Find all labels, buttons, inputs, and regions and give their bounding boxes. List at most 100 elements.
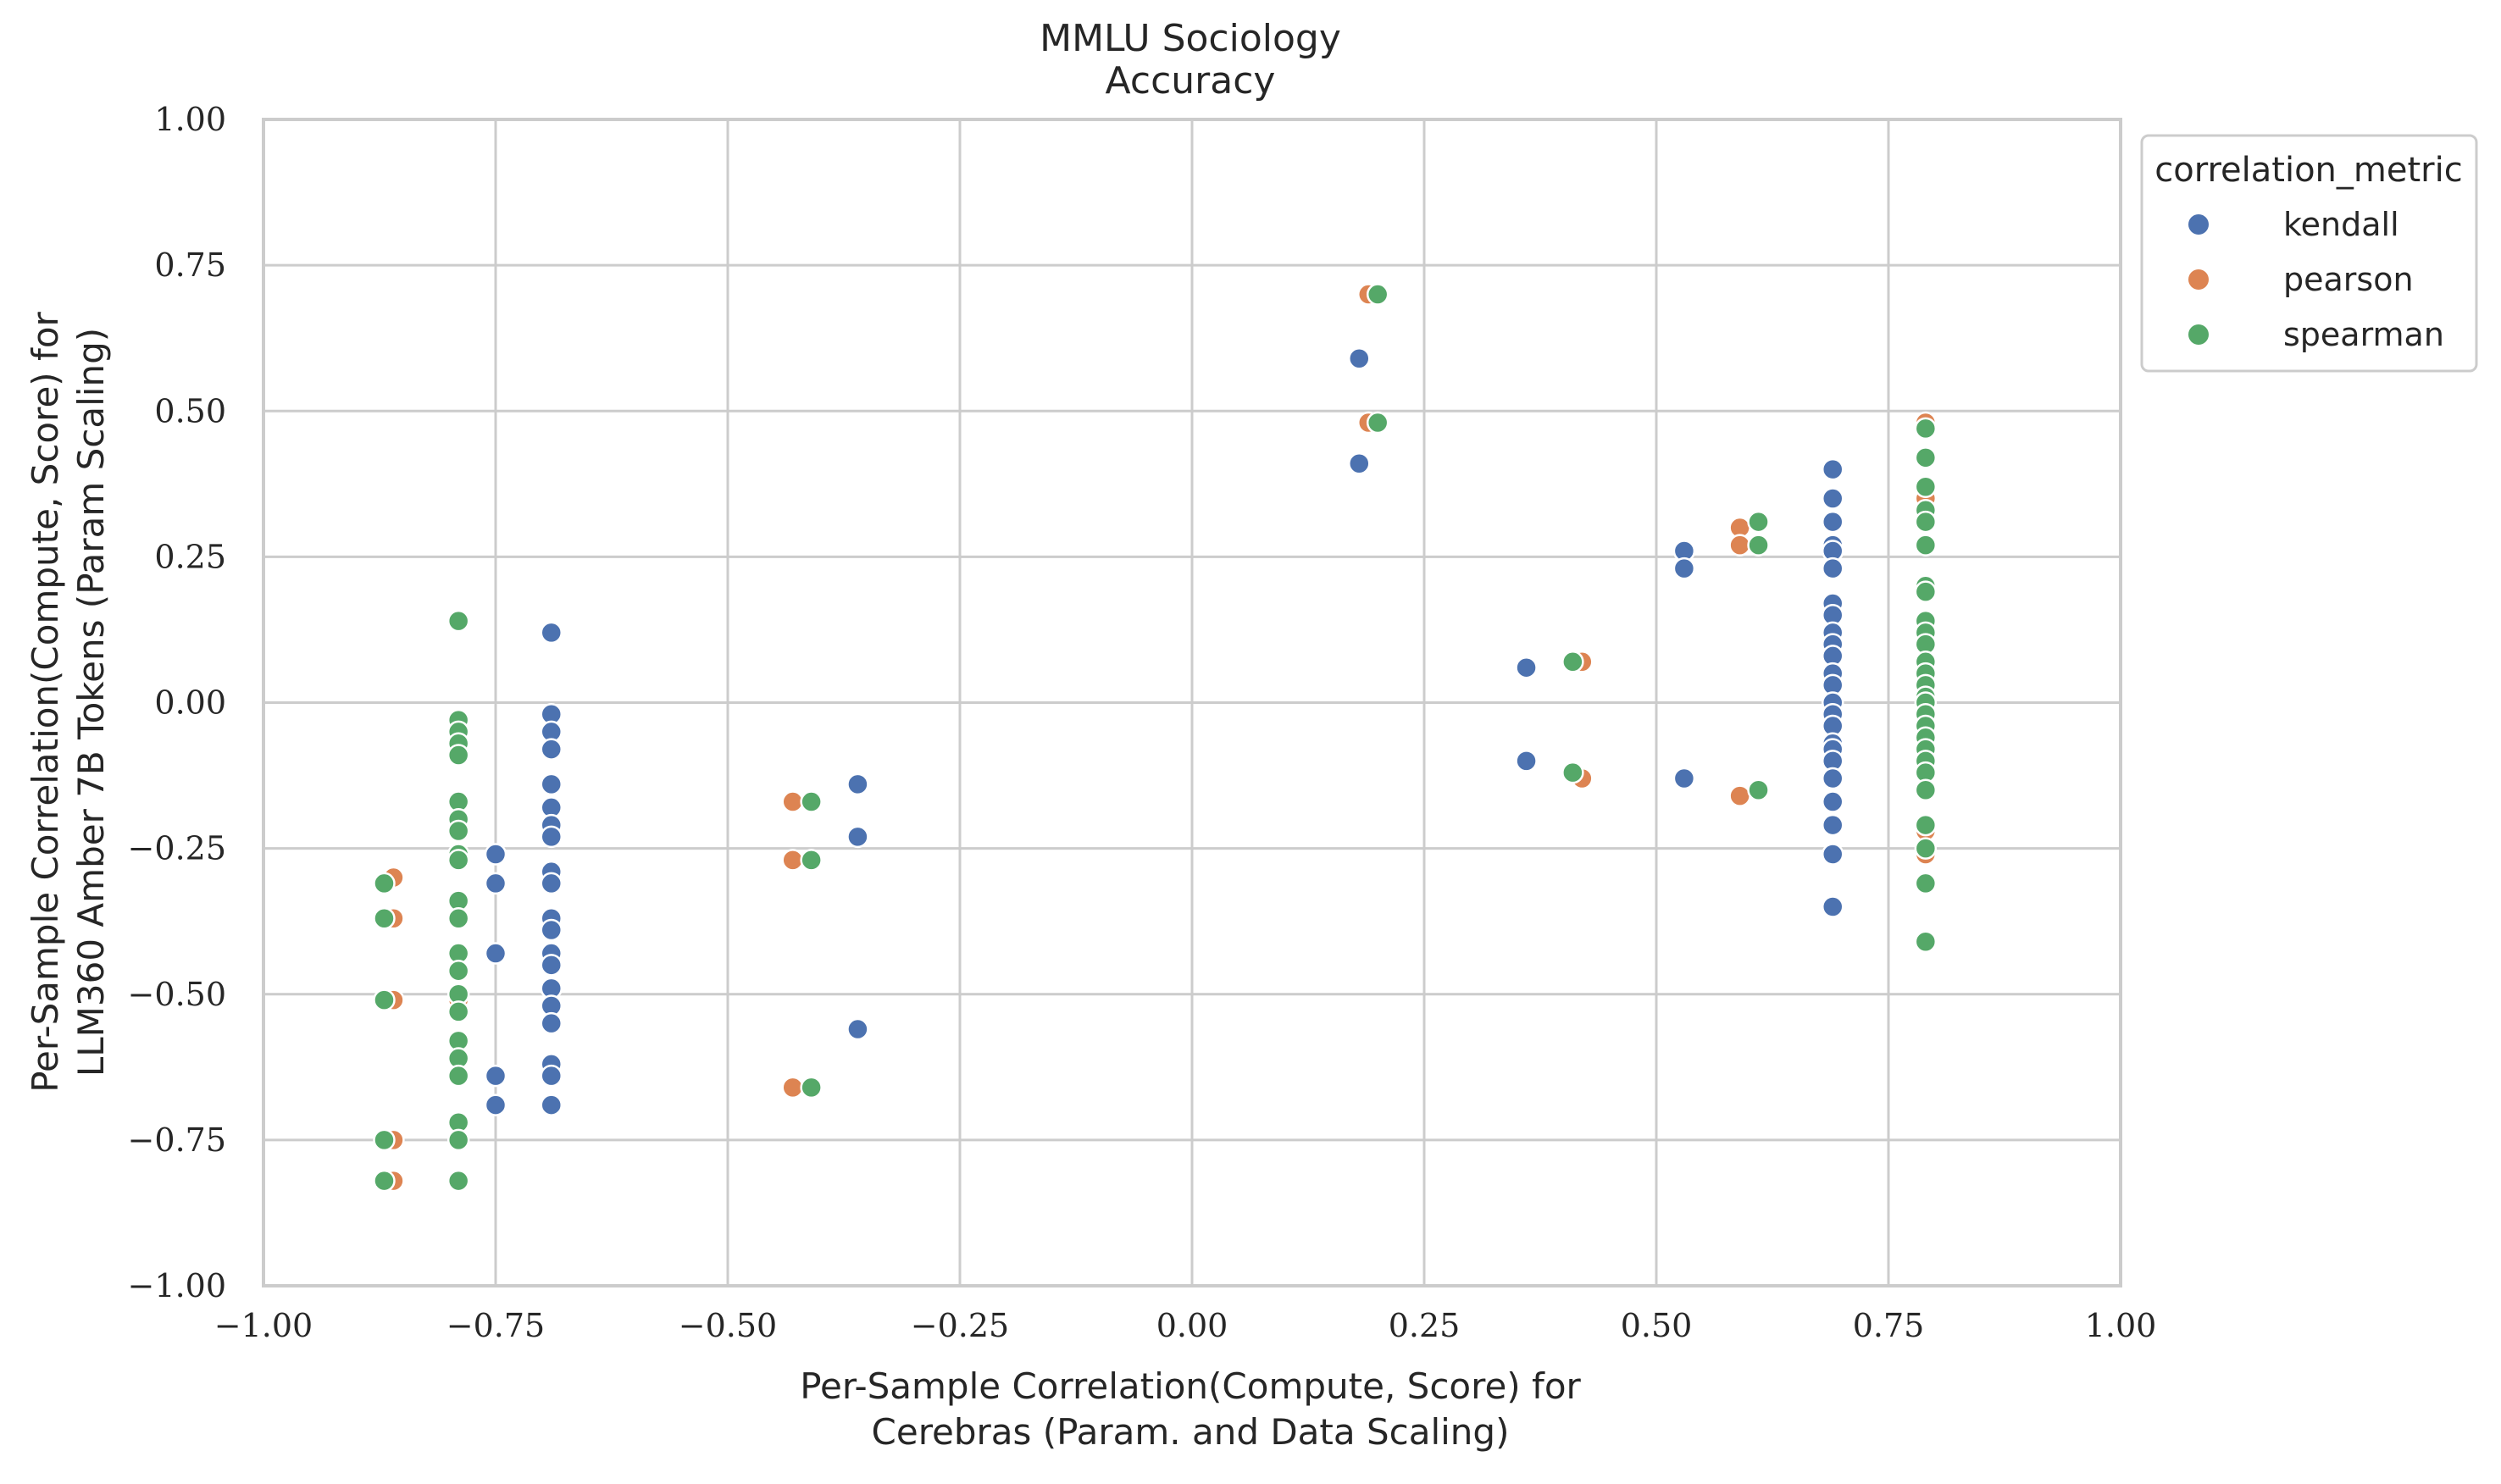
y-axis-label: Per-Sample Correlation(Compute, Score) f… (25, 311, 112, 1092)
point-spearman (446, 744, 470, 767)
point-kendall (1348, 347, 1371, 370)
point-kendall (540, 1094, 563, 1116)
point-kendall (1348, 451, 1371, 475)
point-kendall (540, 825, 563, 849)
x-tick-label: 0.75 (1853, 1307, 1925, 1344)
point-kendall (1821, 813, 1844, 837)
point-kendall (1672, 767, 1696, 790)
point-kendall (540, 738, 563, 761)
point-kendall (484, 872, 507, 895)
point-spearman (1366, 283, 1389, 306)
y-axis-label-line-2: LLM360 Amber 7B Tokens (Param Scaling) (70, 328, 112, 1077)
y-tick-label: 0.50 (154, 392, 226, 429)
legend-marker-pearson (2188, 269, 2209, 290)
point-kendall (1821, 556, 1844, 580)
point-spearman (1914, 446, 1938, 469)
legend: correlation_metric kendall pearson spear… (2140, 134, 2478, 373)
point-pearson (781, 849, 804, 872)
point-kendall (484, 1064, 507, 1088)
point-kendall (540, 1064, 563, 1088)
point-spearman (446, 849, 470, 872)
point-spearman (1747, 778, 1770, 802)
y-tick-label: 0.75 (154, 246, 226, 284)
y-tick-labels: −1.00 −0.75 −0.50 −0.25 0.00 0.25 0.50 0.75 1.00 (128, 101, 226, 1304)
point-kendall (540, 621, 563, 645)
plot-frame (262, 118, 2122, 1287)
chart-title-line-1: MMLU Sociology (1040, 17, 1341, 60)
point-spearman (1747, 510, 1770, 534)
point-spearman (800, 849, 823, 872)
point-spearman (446, 819, 470, 843)
chart-title-line-2: Accuracy (1106, 59, 1276, 102)
point-kendall (540, 872, 563, 895)
point-pearson (1728, 784, 1751, 807)
point-kendall (1672, 556, 1696, 580)
y-tick-label: −0.25 (128, 830, 226, 867)
point-spearman (1914, 475, 1938, 499)
point-spearman (373, 1169, 396, 1193)
x-tick-label: 1.00 (2085, 1307, 2157, 1344)
legend-marker-spearman (2188, 324, 2209, 345)
point-kendall (846, 825, 869, 849)
y-tick-label: −1.00 (128, 1267, 226, 1304)
point-pearson (781, 790, 804, 813)
point-spearman (1914, 813, 1938, 837)
point-pearson (781, 1076, 804, 1099)
point-kendall (484, 942, 507, 965)
series-kendall (484, 347, 1844, 1116)
point-spearman (800, 790, 823, 813)
x-tick-label: −0.75 (446, 1307, 545, 1344)
point-kendall (1821, 895, 1844, 918)
point-spearman (446, 1128, 470, 1152)
point-kendall (484, 843, 507, 866)
y-tick-label: −0.75 (128, 1121, 226, 1159)
data-points (373, 283, 1938, 1193)
point-kendall (540, 1011, 563, 1035)
point-spearman (1914, 930, 1938, 954)
y-tick-label: 1.00 (154, 101, 226, 138)
y-axis-label-line-1: Per-Sample Correlation(Compute, Score) f… (25, 311, 66, 1092)
y-tick-label: 0.25 (154, 538, 226, 575)
point-spearman (446, 1000, 470, 1023)
point-kendall (846, 1017, 869, 1041)
x-tick-label: 0.00 (1156, 1307, 1228, 1344)
y-tick-label: 0.00 (154, 684, 226, 722)
legend-box (2140, 134, 2478, 373)
x-tick-label: −0.50 (679, 1307, 777, 1344)
series-pearson (382, 283, 1938, 1193)
point-kendall (540, 954, 563, 977)
point-kendall (540, 772, 563, 796)
point-spearman (1914, 417, 1938, 440)
y-tick-label: −0.50 (128, 976, 226, 1013)
x-tick-label: −0.25 (911, 1307, 1009, 1344)
point-spearman (1914, 510, 1938, 534)
point-spearman (373, 872, 396, 895)
legend-title: correlation_metric (2154, 151, 2462, 190)
point-spearman (1914, 580, 1938, 603)
point-spearman (446, 609, 470, 633)
point-kendall (1821, 843, 1844, 866)
point-spearman (1914, 872, 1938, 895)
point-kendall (540, 918, 563, 942)
point-spearman (1914, 534, 1938, 556)
point-spearman (1561, 761, 1584, 784)
point-spearman (446, 959, 470, 983)
x-tick-label: 0.25 (1389, 1307, 1461, 1344)
point-spearman (1747, 534, 1770, 556)
x-axis-label-line-1: Per-Sample Correlation(Compute, Score) f… (800, 1365, 1581, 1407)
point-kendall (1821, 487, 1844, 510)
x-tick-label: 0.50 (1621, 1307, 1693, 1344)
point-spearman (1914, 837, 1938, 860)
legend-label-spearman: spearman (2283, 316, 2444, 353)
series-spearman (373, 283, 1938, 1193)
point-spearman (800, 1076, 823, 1099)
point-spearman (446, 1064, 470, 1088)
legend-label-pearson: pearson (2283, 261, 2414, 298)
legend-label-kendall: kendall (2283, 206, 2399, 243)
point-kendall (846, 772, 869, 796)
point-spearman (1366, 411, 1389, 435)
x-tick-labels: −1.00 −0.75 −0.50 −0.25 0.00 0.25 0.50 0.75 1.00 (214, 1307, 2157, 1344)
point-spearman (446, 1169, 470, 1193)
point-pearson (1728, 534, 1751, 556)
